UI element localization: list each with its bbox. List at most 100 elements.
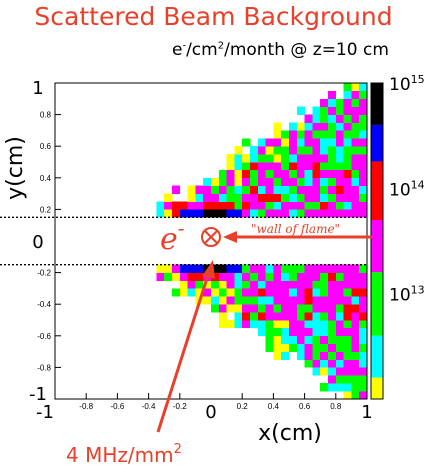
heatmap-cell	[351, 351, 360, 360]
heatmap-cell	[312, 162, 321, 171]
heatmap-cell	[234, 312, 243, 321]
heatmap-cell	[320, 320, 329, 329]
x-tick-label: 0.4	[268, 402, 280, 411]
heatmap-cell	[343, 130, 352, 139]
colorbar-segment	[371, 377, 383, 399]
heatmap-cell	[320, 351, 329, 360]
heatmap-cell	[265, 193, 274, 202]
heatmap-cell	[335, 359, 344, 368]
heatmap-cell	[343, 122, 352, 131]
heatmap-cell	[320, 209, 329, 218]
heatmap-cell	[242, 169, 251, 179]
x-tick-label: 0.6	[299, 402, 311, 411]
heatmap-cell	[172, 209, 181, 218]
colorbar-label: 1013	[389, 284, 425, 306]
y-tick-label: -0.4	[37, 300, 51, 309]
heatmap-cell	[281, 138, 290, 147]
heatmap-cell	[289, 280, 298, 289]
x-major-label: -1	[36, 402, 54, 423]
heatmap-cell	[172, 264, 181, 273]
heatmap-cell	[304, 335, 313, 344]
heatmap-cell	[203, 177, 212, 186]
heatmap-cell	[359, 177, 368, 186]
heatmap-cell	[273, 304, 282, 313]
heatmap-cell	[187, 280, 196, 289]
heatmap-cell	[273, 335, 282, 344]
heatmap-cell	[359, 351, 368, 360]
heatmap-cell	[289, 320, 298, 329]
heatmap-cell	[195, 193, 204, 202]
heatmap-cell	[273, 272, 282, 281]
heatmap-cell	[304, 272, 313, 281]
x-major-label: 0	[205, 402, 216, 423]
heatmap-cell	[218, 209, 227, 218]
heatmap-cell	[281, 288, 290, 297]
heatmap-cell	[289, 272, 298, 281]
heatmap-cell	[242, 193, 251, 202]
heatmap-cell	[359, 320, 368, 329]
heatmap-cell	[312, 351, 321, 360]
heatmap-cell	[312, 343, 321, 352]
heatmap-cell	[312, 359, 321, 368]
heatmap-cell	[351, 162, 360, 171]
heatmap-cell	[335, 185, 344, 194]
heatmap-cell	[343, 367, 352, 376]
heatmap-cell	[359, 122, 368, 131]
heatmap-cell	[289, 209, 298, 218]
beam-marker-cross	[204, 230, 218, 244]
heatmap-cell	[335, 335, 344, 344]
heatmap-cell	[343, 320, 352, 329]
heatmap-cell	[234, 288, 243, 297]
heatmap-cell	[304, 351, 313, 360]
heatmap-cell	[304, 280, 313, 289]
annotations: e- "wall of flame" 4 MHz/mm2	[0, 216, 372, 467]
heatmap-cell	[312, 138, 321, 147]
heatmap-cell	[242, 312, 251, 321]
heatmap-cell	[335, 312, 344, 321]
heatmap-cell	[281, 304, 290, 313]
heatmap-cell	[211, 288, 220, 297]
heatmap-cell	[351, 343, 360, 352]
heatmap-cell	[304, 185, 313, 194]
heatmap-cell	[304, 288, 313, 297]
heatmap-cell	[211, 304, 220, 313]
heatmap-cell	[328, 209, 337, 218]
heatmap-cell	[265, 335, 274, 344]
heatmap-cell	[226, 320, 235, 329]
axes: -0.8 -0.6 -0.4 -0.2 0.2 0.4 0.6 0.8 0.8 0.6 0.4 0.2…	[3, 78, 373, 446]
heatmap-cell	[312, 185, 321, 194]
heatmap-cell	[218, 280, 227, 289]
heatmap-cell	[281, 312, 290, 321]
heatmap-cell	[226, 193, 235, 202]
heatmap-cell	[320, 138, 329, 147]
heatmap-cell	[273, 312, 282, 321]
heatmap-cell	[343, 280, 352, 289]
heatmap-cell	[226, 209, 235, 218]
heatmap-cell	[320, 327, 329, 337]
heatmap-cell	[335, 209, 344, 218]
heatmap-cell	[203, 193, 212, 202]
heatmap-cell	[281, 169, 290, 179]
heatmap-cell	[273, 264, 282, 273]
heatmap-cell	[343, 106, 352, 115]
heatmap-cell	[351, 383, 360, 392]
heatmap-cell	[265, 343, 274, 352]
heatmap-cell	[359, 335, 368, 344]
heatmap-cell	[218, 177, 227, 186]
heatmap-cell	[234, 162, 243, 171]
heatmap-cell	[304, 201, 313, 210]
heatmap-cell	[328, 367, 337, 376]
heatmap-cell	[281, 296, 290, 305]
heatmap-cell	[320, 304, 329, 313]
heatmap-cell	[273, 138, 282, 147]
heatmap-cell	[335, 320, 344, 329]
heatmap-cell	[281, 209, 290, 218]
heatmap-cell	[203, 280, 212, 289]
heatmap-cell	[335, 383, 344, 392]
heatmap-cell	[359, 359, 368, 368]
heatmap-cell	[320, 106, 329, 115]
colorbar-frame	[370, 82, 384, 400]
heatmap-cell	[211, 193, 220, 202]
heatmap-cell	[335, 177, 344, 186]
heatmap-cell	[359, 209, 368, 218]
